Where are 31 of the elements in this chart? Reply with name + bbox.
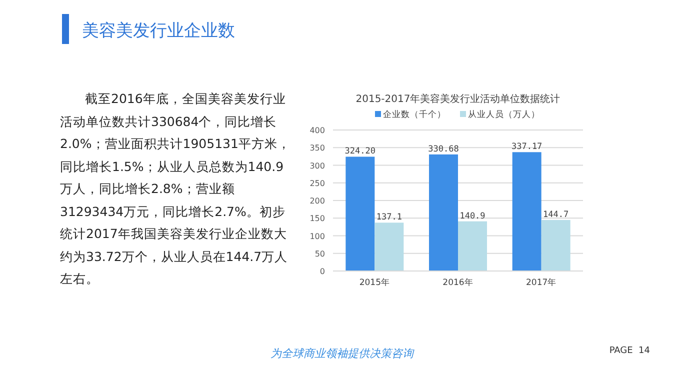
x-tick-label: 2015年 xyxy=(359,277,390,288)
y-tick-label: 100 xyxy=(310,232,325,241)
x-tick-label: 2017年 xyxy=(526,277,557,288)
y-tick-label: 300 xyxy=(310,161,325,170)
y-tick-label: 200 xyxy=(310,196,325,206)
bar xyxy=(374,222,404,271)
y-tick-label: 350 xyxy=(310,144,325,153)
data-label: 330.68 xyxy=(428,144,459,154)
y-tick-label: 150 xyxy=(310,214,325,224)
y-tick-label: 0 xyxy=(320,267,325,276)
text: PAGE 14 xyxy=(609,346,650,356)
x-tick-label: 2016年 xyxy=(442,277,474,288)
data-label: 337.17 xyxy=(511,142,542,152)
y-tick-label: 250 xyxy=(310,178,325,188)
y-tick-label: 50 xyxy=(314,249,325,258)
text: 截至2016年底，全国美容美发行业活动单位数共计330684个，同比增长2.0%；营业面积共计1905131平方米，同比增长1.5%；从业人员总数为140.9万人，同比增长2.8%；营业额31293434万元，同比增长2.7%。初步统计2017年我国美容美发行业企业数大约为33.72万个，从业人员在144.7万人左右。 xyxy=(60,91,290,286)
bar xyxy=(512,152,542,271)
text: 美容美发行业企业数 xyxy=(82,21,235,41)
y-tick-label: 400 xyxy=(310,126,325,135)
legend-label: 企业数（千个） xyxy=(383,109,446,120)
text: 为全球商业领袖提供决策咨询 xyxy=(270,347,414,360)
bar xyxy=(541,220,570,271)
chart-title: 2015-2017年美容美发行业活动单位数据统计 xyxy=(356,93,560,105)
data-label: 324.20 xyxy=(344,146,376,157)
legend-label: 从业人员（万人） xyxy=(468,109,540,120)
bar xyxy=(429,154,458,271)
data-label: 144.7 xyxy=(543,210,569,220)
bar xyxy=(346,156,375,271)
data-label: 140.9 xyxy=(460,211,486,222)
data-label: 137.1 xyxy=(376,212,402,223)
bar xyxy=(458,221,487,271)
